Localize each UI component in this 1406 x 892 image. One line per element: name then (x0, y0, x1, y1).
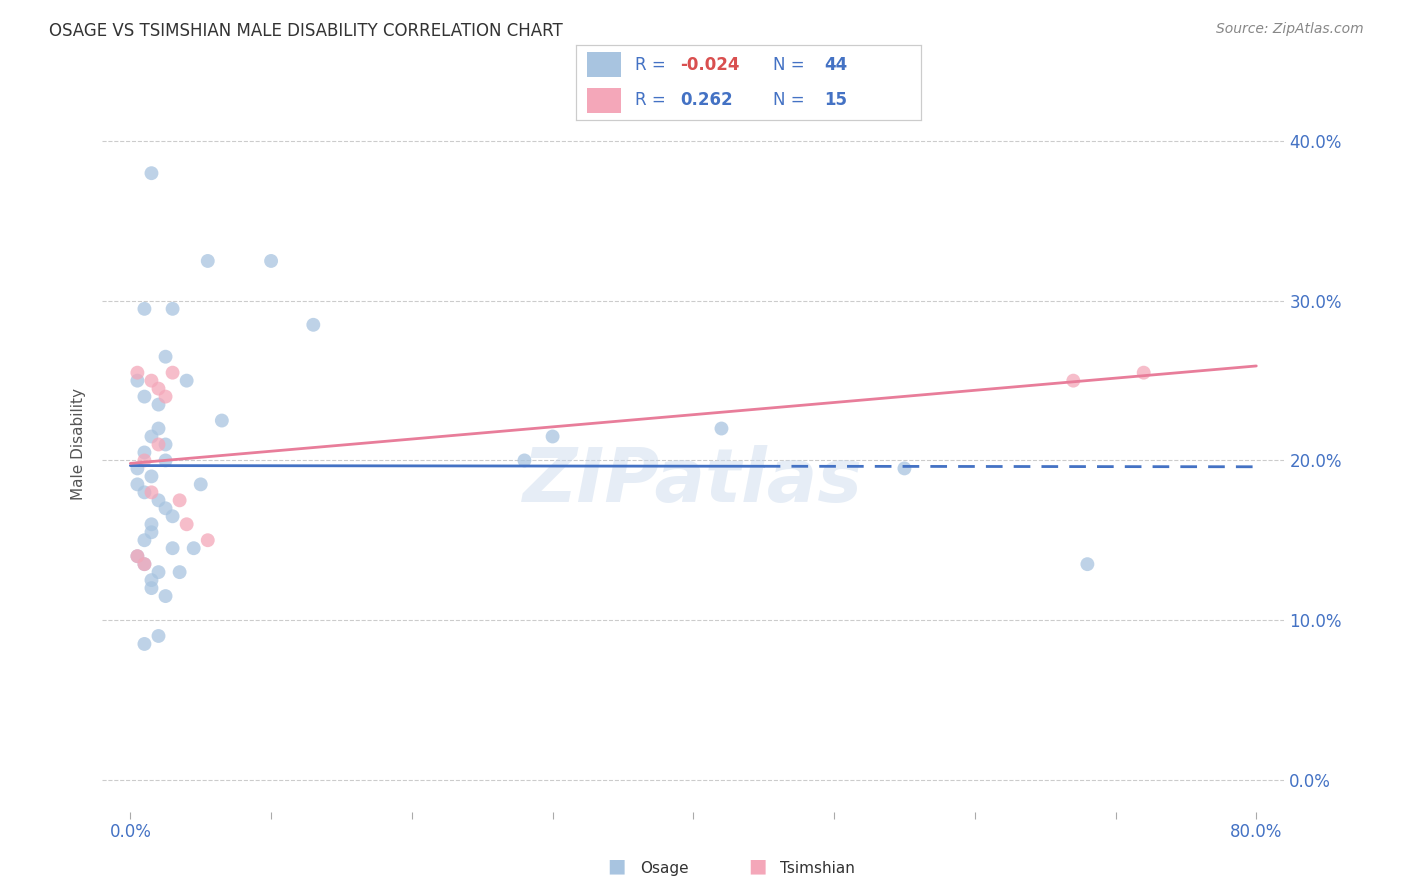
Point (134, 557, 156, 571)
Point (134, 637, 156, 651)
Point (513, 453, 536, 467)
Point (176, 374, 198, 388)
Text: ■: ■ (748, 857, 766, 876)
Point (148, 437, 170, 451)
Point (211, 413, 233, 427)
Point (134, 453, 156, 467)
Point (141, 374, 163, 388)
Point (148, 382, 170, 396)
Text: Tsimshian: Tsimshian (780, 861, 855, 876)
Point (155, 453, 177, 467)
Point (541, 429, 564, 443)
Point (127, 549, 149, 564)
Point (155, 437, 177, 451)
Point (148, 493, 170, 508)
Text: R =: R = (636, 91, 671, 109)
Point (710, 421, 733, 435)
Point (162, 366, 184, 380)
Point (134, 445, 156, 459)
Text: -0.024: -0.024 (681, 56, 740, 74)
Point (302, 318, 325, 332)
Point (127, 549, 149, 564)
Point (197, 533, 219, 548)
Text: ZIPatlas: ZIPatlas (523, 445, 863, 517)
Text: 0.262: 0.262 (681, 91, 733, 109)
Point (155, 589, 177, 603)
Point (127, 374, 149, 388)
Point (183, 541, 205, 556)
Point (134, 485, 156, 500)
Point (162, 301, 184, 316)
Text: Source: ZipAtlas.com: Source: ZipAtlas.com (1216, 22, 1364, 37)
Point (134, 557, 156, 571)
Point (893, 461, 915, 475)
Point (127, 366, 149, 380)
Point (190, 477, 212, 491)
Point (148, 421, 170, 435)
Point (134, 390, 156, 404)
Point (260, 254, 283, 268)
Point (155, 390, 177, 404)
Point (155, 501, 177, 516)
Point (162, 541, 184, 556)
Point (134, 301, 156, 316)
Point (141, 485, 163, 500)
Point (141, 469, 163, 483)
Point (127, 461, 149, 475)
Point (1076, 557, 1098, 571)
Point (127, 477, 149, 491)
Point (162, 509, 184, 524)
Point (148, 398, 170, 412)
Point (148, 629, 170, 643)
Point (141, 166, 163, 180)
Point (148, 565, 170, 579)
Point (169, 493, 191, 508)
Y-axis label: Male Disability: Male Disability (72, 389, 86, 500)
Point (1132, 366, 1154, 380)
Point (134, 533, 156, 548)
Text: 44: 44 (824, 56, 848, 74)
Point (141, 581, 163, 595)
Point (176, 517, 198, 532)
Point (141, 429, 163, 443)
FancyBboxPatch shape (586, 87, 621, 112)
FancyBboxPatch shape (586, 52, 621, 78)
Point (197, 254, 219, 268)
Point (1062, 374, 1084, 388)
Text: N =: N = (773, 56, 810, 74)
Point (141, 517, 163, 532)
Point (141, 573, 163, 587)
Point (169, 565, 191, 579)
Text: N =: N = (773, 91, 810, 109)
Point (155, 350, 177, 364)
Text: ■: ■ (607, 857, 626, 876)
Text: Osage: Osage (640, 861, 689, 876)
Text: R =: R = (636, 56, 671, 74)
Text: OSAGE VS TSIMSHIAN MALE DISABILITY CORRELATION CHART: OSAGE VS TSIMSHIAN MALE DISABILITY CORRE… (49, 22, 562, 40)
Point (141, 525, 163, 540)
Text: 15: 15 (824, 91, 848, 109)
